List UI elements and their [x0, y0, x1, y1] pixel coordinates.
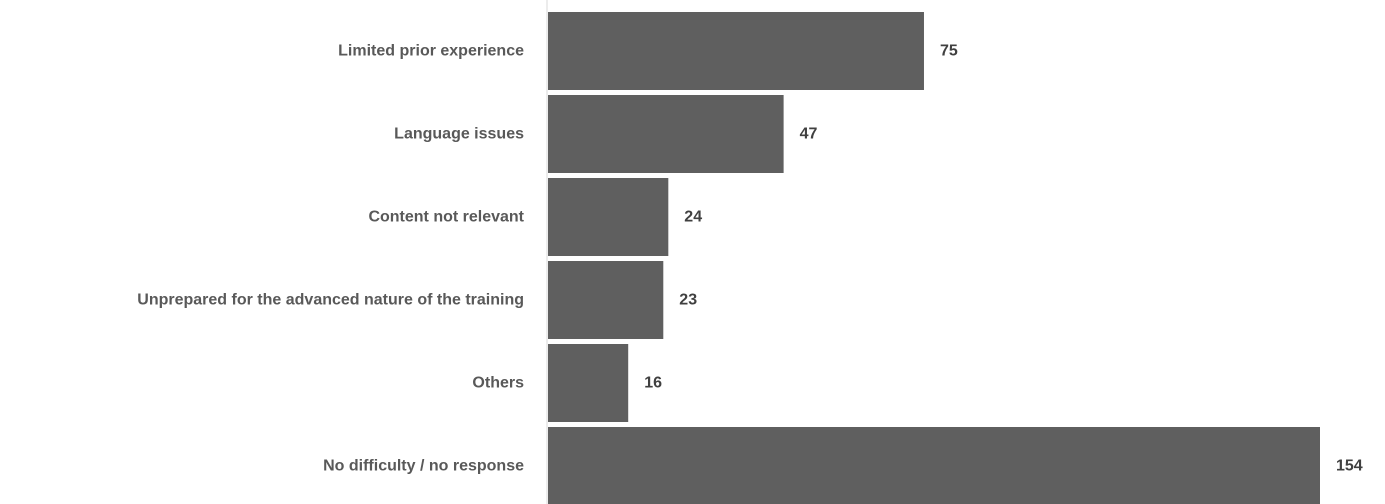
- category-label: Others: [472, 375, 524, 392]
- data-label: 75: [940, 43, 958, 60]
- bar: [548, 12, 924, 90]
- bar: [548, 427, 1320, 504]
- labels-layer: Limited prior experience 75 Language issue…: [137, 43, 1363, 475]
- bar: [548, 261, 664, 339]
- data-label: 16: [644, 375, 662, 392]
- category-label: Unprepared for the advanced nature of th…: [137, 292, 524, 309]
- data-label: 23: [679, 292, 697, 309]
- category-label: Language issues: [394, 126, 524, 143]
- data-label: 154: [1336, 458, 1363, 475]
- data-label: 47: [800, 126, 818, 143]
- category-label: Content not relevant: [368, 209, 524, 226]
- category-label: No difficulty / no response: [323, 458, 524, 475]
- bar: [548, 178, 669, 256]
- bar: [548, 95, 784, 173]
- category-label: Limited prior experience: [338, 43, 524, 60]
- bars-layer: [548, 12, 1320, 504]
- bar: [548, 344, 629, 422]
- data-label: 24: [684, 209, 702, 226]
